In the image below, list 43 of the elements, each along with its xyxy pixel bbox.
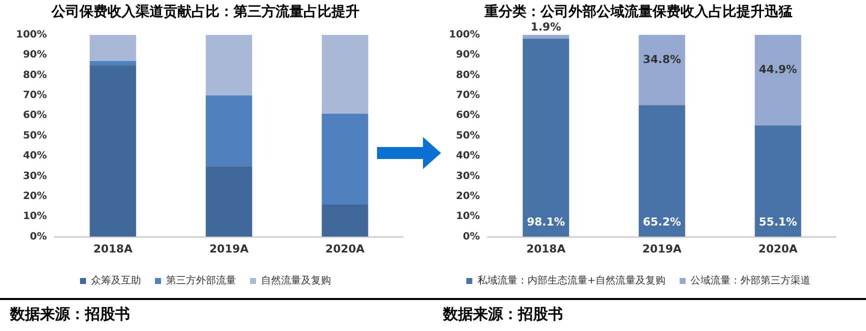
x-tick-label: 2020A [325,242,366,256]
y-tick-label: 70% [456,90,480,101]
y-tick-label: 30% [22,170,47,182]
y-tick-label: 50% [456,130,480,142]
data-label: 55.1% [758,216,798,229]
x-tick-label: 2019A [209,242,249,256]
y-tick-label: 90% [456,50,480,61]
chart-title: 公司保费收入渠道贡献占比：第三方流量占比提升 [50,3,360,20]
y-tick-label: 50% [22,130,47,142]
y-tick-label: 20% [22,190,47,202]
legend-label: 私域流量：内部生态流量+自然流量及复购 [477,274,666,287]
y-tick-label: 0% [30,231,47,242]
y-tick-label: 0% [462,231,480,242]
legend-label: 众筹及互助 [91,274,141,287]
y-tick-label: 20% [456,190,480,202]
chart-title: 重分类：公司外部公域流量保费收入占比提升迅猛 [484,3,792,20]
y-tick-label: 90% [22,50,47,61]
y-tick-label: 10% [456,211,480,222]
y-tick-label: 80% [22,70,47,81]
y-tick-label: 70% [22,90,47,101]
y-tick-label: 40% [456,150,480,162]
data-label: 98.1% [526,216,565,229]
data-label: 34.8% [642,52,682,66]
x-tick-label: 2020A [758,242,798,256]
y-tick-label: 10% [22,211,47,222]
y-tick-label: 80% [456,70,480,81]
y-tick-label: 40% [22,150,47,162]
data-label: 44.9% [758,63,798,76]
y-tick-label: 100% [448,29,480,40]
y-tick-label: 30% [456,170,480,182]
y-tick-label: 60% [456,110,480,122]
source-note: 数据来源：招股书 [433,298,866,328]
x-tick-label: 2019A [642,242,682,256]
x-tick-label: 2018A [93,242,133,256]
legend-label: 公域流量：外部第三方渠道 [690,274,811,287]
y-tick-label: 60% [22,110,47,122]
legend-label: 第三方外部流量 [166,274,236,287]
y-tick-label: 100% [16,29,47,40]
x-tick-label: 2018A [526,242,566,256]
data-label: 1.9% [530,20,562,34]
legend-label: 自然流量及复购 [261,274,331,287]
source-note: 数据来源：招股书 [0,298,433,328]
data-label: 65.2% [642,216,682,229]
